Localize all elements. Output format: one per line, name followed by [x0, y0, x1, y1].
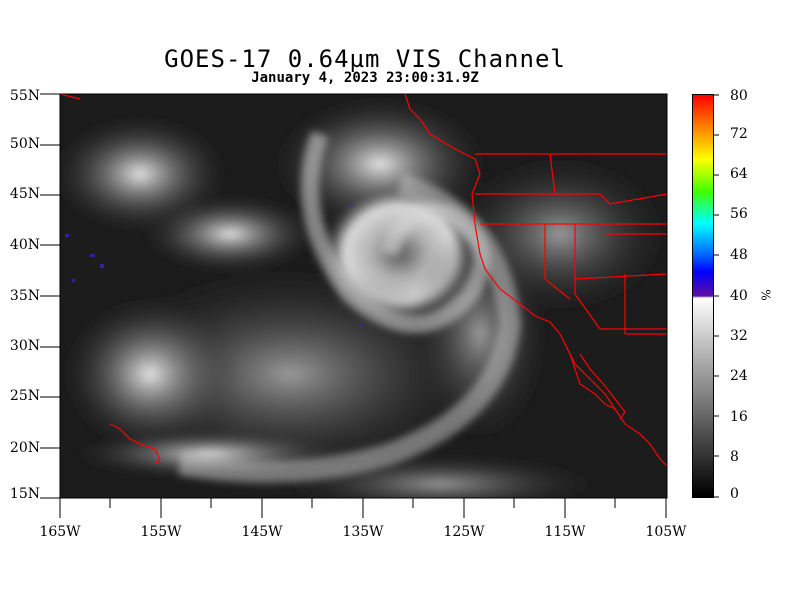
y-tick-label: 30N [9, 338, 40, 354]
y-tick-label: 20N [9, 440, 40, 456]
colorbar-unit: % [758, 289, 773, 301]
x-tick-label: 155W [140, 524, 182, 540]
satellite-svg [60, 94, 667, 498]
chart-title: GOES-17 0.64µm VIS Channel [164, 45, 566, 73]
x-tick-label: 125W [443, 524, 485, 540]
x-tick-label: 165W [39, 524, 81, 540]
colorbar [692, 94, 714, 498]
colorbar-label: 24 [730, 368, 748, 384]
y-tick-label: 50N [9, 136, 40, 152]
land-boundaries [60, 94, 667, 467]
colorbar-label: 48 [730, 247, 748, 263]
colorbar-label: 80 [730, 88, 748, 104]
colorbar-label: 64 [730, 166, 748, 182]
x-tick-label: 115W [544, 524, 586, 540]
y-tick-label: 40N [9, 237, 40, 253]
satellite-image [60, 94, 667, 498]
colorbar-label: 72 [730, 126, 748, 142]
y-tick-label: 35N [9, 288, 40, 304]
y-tick-label: 25N [9, 388, 40, 404]
x-tick-label: 135W [342, 524, 384, 540]
colorbar-label: 56 [730, 206, 748, 222]
colorbar-label: 8 [730, 449, 739, 465]
colorbar-label: 40 [730, 288, 748, 304]
colorbar-ticks [713, 94, 719, 498]
colorbar-label: 32 [730, 328, 748, 344]
colorbar-label: 16 [730, 409, 748, 425]
x-tick-label: 145W [241, 524, 283, 540]
colorbar-label: 0 [730, 486, 739, 502]
x-tick-label: 105W [645, 524, 687, 540]
y-tick-label: 45N [9, 186, 40, 202]
y-tick-label: 55N [9, 88, 40, 104]
chart-subtitle: January 4, 2023 23:00:31.9Z [251, 70, 479, 86]
y-tick-label: 15N [9, 486, 40, 502]
